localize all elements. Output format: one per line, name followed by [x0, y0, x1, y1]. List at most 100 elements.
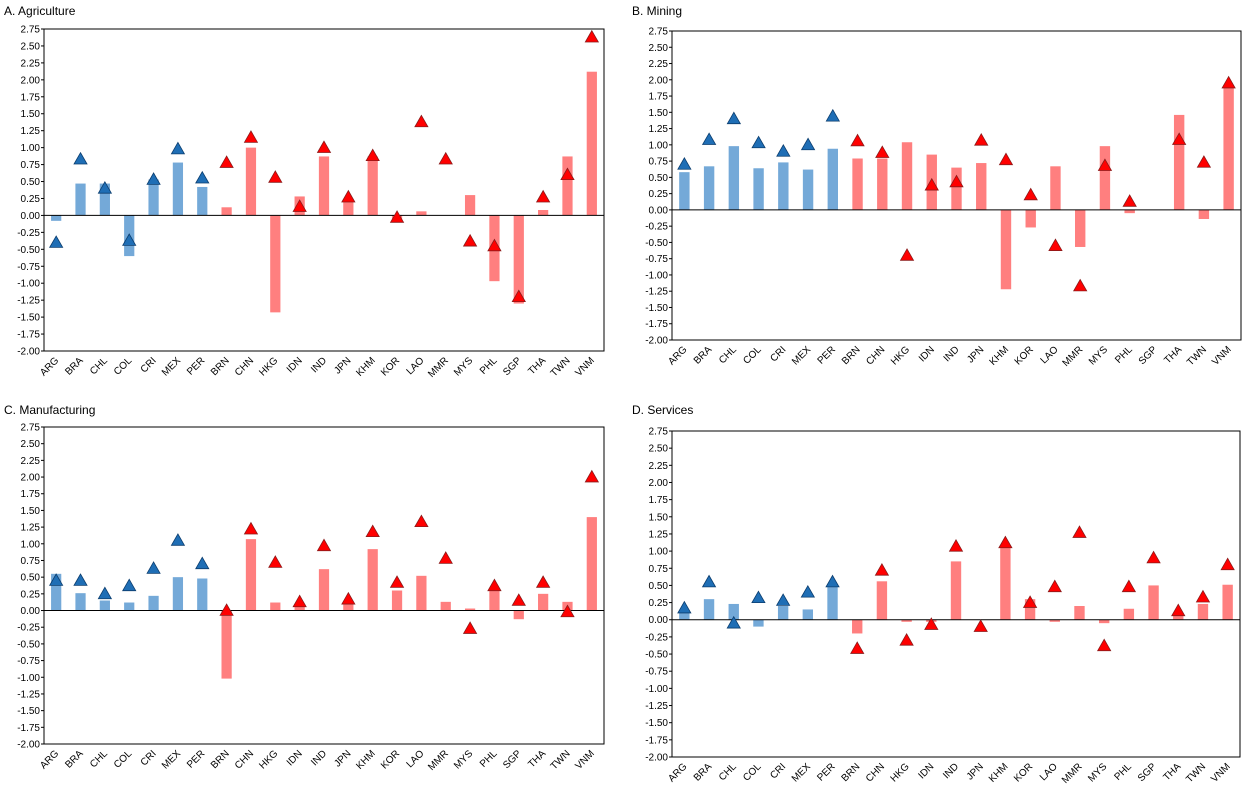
marker-bra: [701, 132, 717, 145]
bar-arg: [679, 612, 690, 620]
x-tick-label: BRA: [692, 761, 715, 784]
bar-hkg: [270, 215, 281, 313]
x-tick-label: TWN: [1185, 344, 1209, 368]
x-tick-label: MYS: [452, 355, 475, 378]
x-tick-label: MMR: [426, 355, 451, 380]
x-tick-label: SGP: [1137, 344, 1160, 367]
bar-hkg: [901, 142, 913, 210]
y-tick-label: 0.75: [21, 556, 41, 567]
marker-mys: [462, 233, 478, 247]
x-tick-label: CHL: [717, 761, 739, 783]
bar-khm: [367, 549, 378, 611]
marker-twn: [1195, 589, 1211, 603]
y-tick-label: 1.00: [649, 140, 669, 151]
y-tick-label: -1.00: [17, 279, 40, 290]
y-tick-label: 0.50: [649, 581, 669, 592]
bar-mmr: [1075, 209, 1086, 247]
y-tick-label: 1.50: [649, 108, 669, 119]
bar-khm: [367, 156, 378, 216]
x-tick-label: COL: [112, 355, 135, 378]
marker-chl: [97, 180, 113, 194]
panel-title: B. Mining: [632, 4, 683, 18]
y-tick-label: -1.50: [645, 303, 668, 314]
x-tick-label: VNM: [573, 355, 597, 379]
x-tick-label: CRI: [768, 344, 788, 364]
x-tick-label: ARG: [666, 344, 689, 367]
marker-jpn: [341, 591, 356, 605]
bar-chl: [728, 146, 740, 210]
y-tick-label: -2.00: [645, 336, 668, 347]
x-tick-label: PHL: [478, 355, 500, 377]
bar-mys: [1098, 619, 1110, 624]
marker-lao: [414, 114, 429, 128]
x-tick-label: CHN: [233, 748, 256, 771]
marker-chl: [97, 586, 113, 600]
panel-title: C. Manufacturing: [4, 403, 96, 417]
y-tick-label: -1.75: [17, 723, 40, 734]
x-tick-label: LAO: [405, 748, 427, 770]
y-tick-label: -1.25: [645, 287, 668, 298]
x-tick-label: ARG: [666, 761, 689, 784]
bar-vnm: [586, 71, 597, 216]
marker-tha: [1171, 603, 1186, 617]
marker-idn: [292, 594, 307, 608]
panel-services: D. Services 2.75 2.50 2.25 2.00 1.75 1.50 1.25…: [632, 403, 1244, 795]
marker-tha: [535, 575, 551, 588]
marker-ind: [948, 538, 964, 552]
y-tick-label: 2.50: [649, 444, 669, 455]
x-tick-label: THA: [526, 355, 548, 377]
x-tick-label: CHN: [233, 355, 256, 378]
marker-cri: [146, 172, 161, 185]
marker-hkg: [268, 555, 283, 568]
marker-phl: [487, 238, 502, 252]
bar-brn: [221, 207, 232, 216]
x-tick-label: CHN: [864, 344, 887, 367]
bar-mex: [802, 169, 814, 210]
y-tick-label: -0.50: [645, 650, 668, 661]
x-tick-label: KOR: [1013, 344, 1036, 367]
x-tick-label: VNM: [573, 748, 597, 772]
y-tick-label: 2.50: [649, 43, 669, 54]
bar-col: [753, 619, 764, 627]
y-tick-label: 2.75: [649, 427, 669, 438]
x-tick-label: VNM: [1210, 344, 1234, 368]
bar-chl: [99, 600, 110, 611]
x-tick-label: ARG: [38, 355, 61, 378]
x-tick-label: MEX: [790, 761, 813, 784]
y-tick-label: 1.75: [649, 92, 669, 103]
y-tick-label: 2.75: [21, 25, 41, 36]
marker-ind: [316, 538, 332, 552]
y-tick-label: 1.75: [649, 495, 669, 506]
x-tick-label: KHM: [354, 748, 378, 772]
marker-col: [751, 135, 766, 149]
x-tick-label: CRI: [768, 761, 788, 781]
bar-kor: [1024, 599, 1036, 620]
bar-jpn: [343, 601, 354, 611]
bar-twn: [562, 156, 573, 216]
x-tick-label: SGP: [501, 355, 524, 378]
marker-arg: [48, 573, 64, 586]
bar-chl: [99, 183, 110, 216]
x-tick-label: HKG: [257, 748, 280, 771]
bar-ind: [951, 167, 962, 210]
y-tick-label: 2.25: [649, 59, 669, 70]
bar-ind: [950, 561, 962, 620]
x-tick-label: VNM: [1209, 761, 1233, 785]
marker-bra: [73, 151, 88, 165]
bar-lao: [1049, 619, 1060, 622]
x-tick-label: PHL: [478, 748, 500, 770]
bar-brn: [852, 619, 863, 634]
bar-chl: [728, 603, 739, 620]
marker-cri: [775, 593, 791, 606]
x-tick-label: KHM: [987, 761, 1011, 785]
x-tick-label: CRI: [139, 748, 159, 768]
y-tick-label: 1.00: [21, 143, 41, 154]
x-tick-label: BRA: [63, 748, 86, 771]
x-tick-label: CHN: [864, 761, 887, 784]
bar-mys: [464, 195, 476, 216]
x-tick-label: PER: [185, 748, 207, 770]
bar-bra: [75, 183, 86, 216]
x-tick-label: PER: [185, 355, 207, 377]
x-tick-label: MEX: [790, 344, 813, 367]
y-tick-label: -0.25: [17, 228, 40, 239]
